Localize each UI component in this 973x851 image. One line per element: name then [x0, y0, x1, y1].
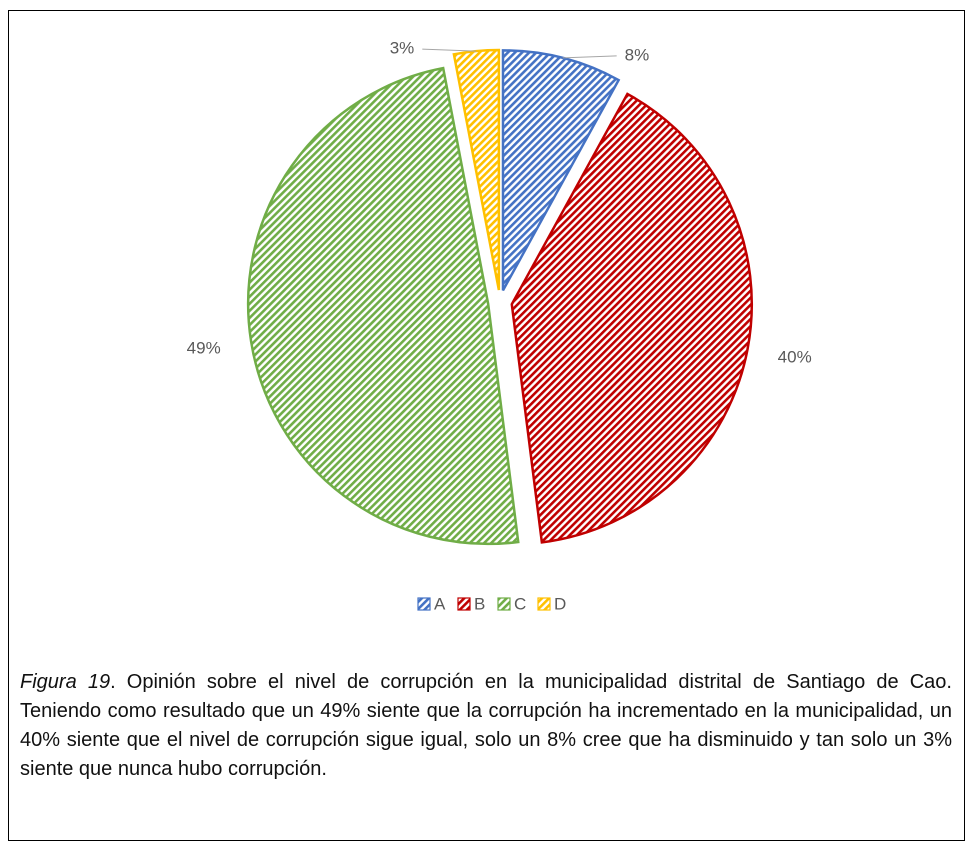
legend-label: B	[474, 594, 485, 613]
legend-swatch	[417, 597, 431, 611]
legend-swatch	[537, 597, 551, 611]
legend-swatch	[497, 597, 511, 611]
leader-line	[562, 55, 617, 59]
data-label: 3%	[390, 39, 415, 58]
caption-text: . Opinión sobre el nivel de corrupción e…	[20, 671, 952, 780]
leader-line	[422, 48, 477, 52]
caption-label: Figura 19	[20, 671, 111, 693]
data-label: 40%	[778, 348, 812, 367]
legend-label: D	[554, 594, 566, 613]
legend-swatch	[457, 597, 471, 611]
pie-slice	[452, 48, 501, 291]
legend-label: A	[434, 594, 446, 613]
legend-label: C	[514, 594, 526, 613]
data-label: 49%	[187, 338, 221, 357]
data-label: 8%	[625, 45, 650, 64]
frame	[8, 10, 965, 841]
pie-slice	[510, 92, 754, 544]
pie-slice	[246, 66, 520, 546]
pie-slice	[501, 49, 621, 291]
caption: Figura 19. Opinión sobre el nivel de cor…	[20, 668, 952, 784]
